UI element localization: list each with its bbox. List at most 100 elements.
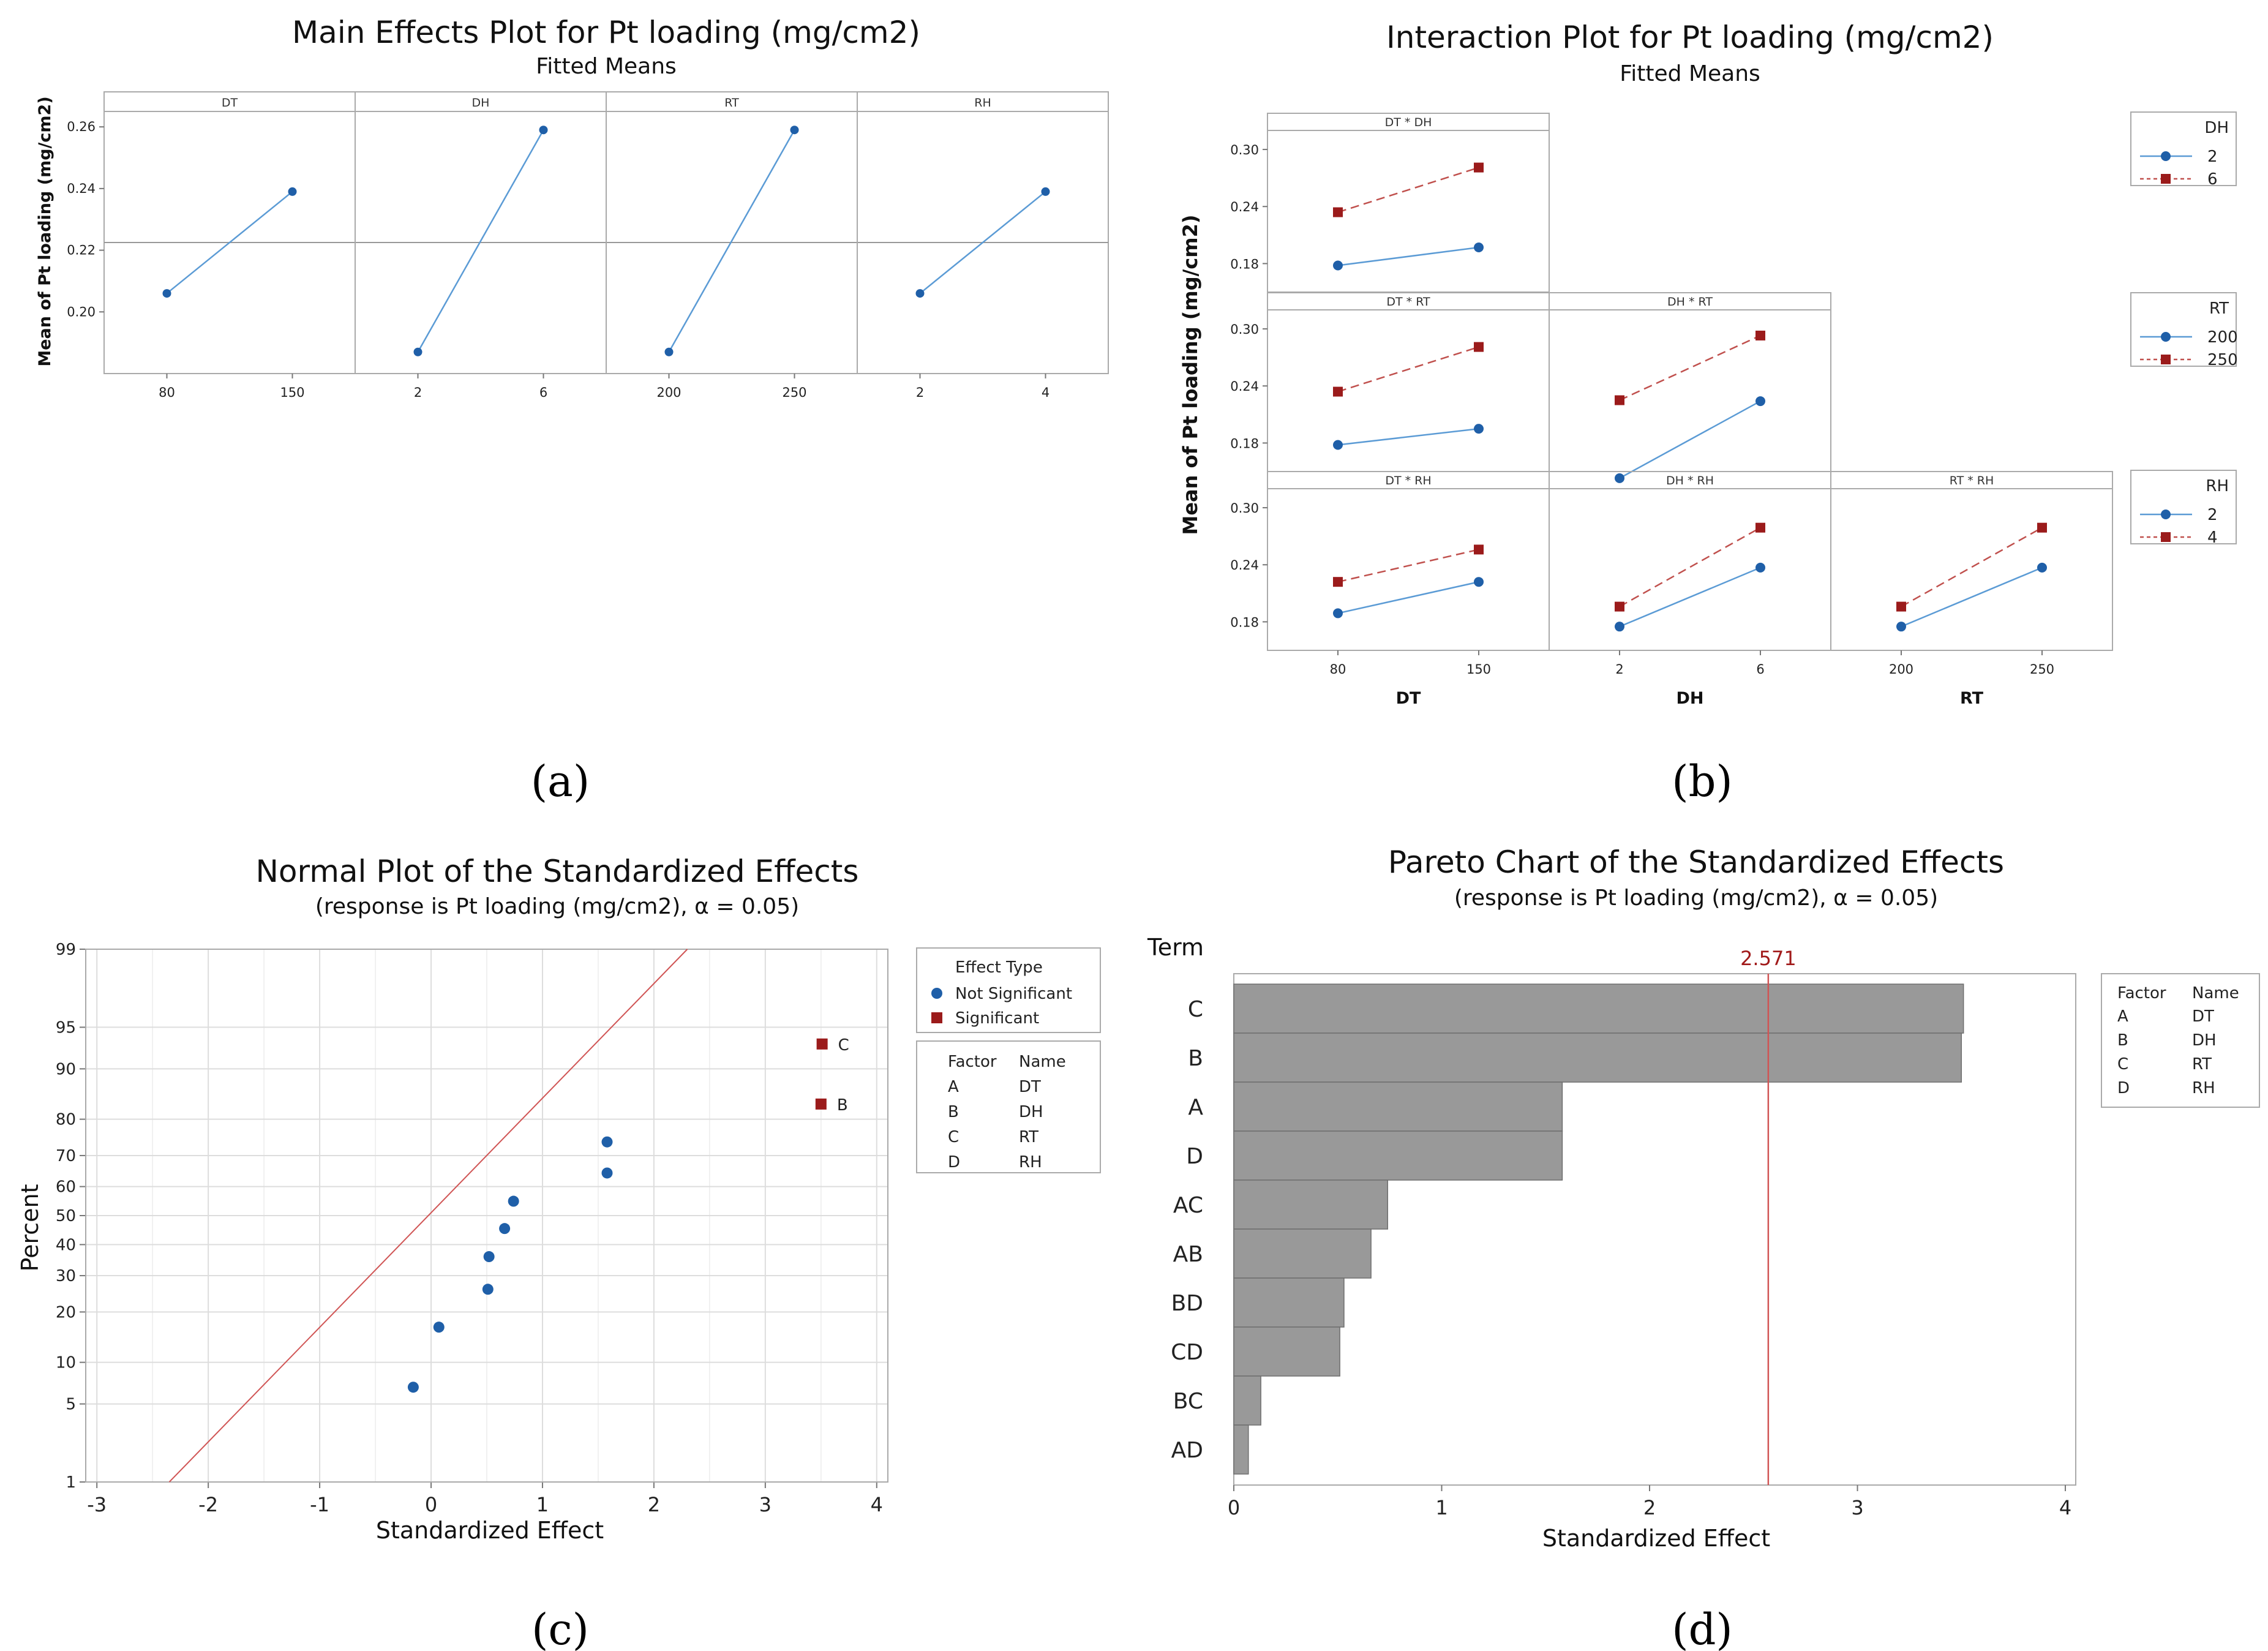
pareto-chart: Pareto Chart of the Standardized Effects… [1147, 844, 2260, 1552]
chart-b-legend-marker-low [2161, 332, 2171, 342]
normal-plot: Normal Plot of the Standardized Effects … [17, 854, 1101, 1544]
chart-b-subtitle: Fitted Means [1620, 61, 1760, 86]
chart-b-low-line [1619, 566, 1761, 628]
chart-b-legend-title: RH [2206, 477, 2229, 495]
chart-c-point-not-significant [601, 1136, 613, 1148]
chart-b-high-line [1619, 527, 1761, 607]
chart-d-term-label: AD [1171, 1438, 1203, 1463]
chart-d-ylabel: Term [1147, 934, 1204, 961]
chart-b-high-point [1755, 330, 1765, 340]
chart-b-low-point [1333, 608, 1343, 619]
chart-c-factor-table-cell: A [948, 1078, 959, 1096]
chart-d-factor-table-cell: DT [2192, 1007, 2214, 1026]
chart-c-title: Normal Plot of the Standardized Effects [256, 854, 859, 889]
chart-a-effect-line [417, 129, 544, 353]
chart-b-high-point [1615, 395, 1624, 405]
chart-c-point-not-significant [407, 1382, 419, 1393]
chart-c-point-not-significant [482, 1284, 494, 1295]
chart-b-legend-label-high: 6 [2207, 170, 2218, 189]
chart-d-term-label: D [1186, 1144, 1203, 1169]
chart-c-xtick-label: -2 [198, 1493, 218, 1516]
chart-b-panel-frame [1267, 292, 1550, 472]
chart-d-factor-table-cell: DH [2192, 1031, 2217, 1050]
chart-b-legend-marker-low [2161, 510, 2171, 519]
chart-a-point [539, 126, 548, 135]
chart-a-xtick-label: 150 [280, 385, 304, 400]
chart-c-ytick-label: 80 [56, 1111, 76, 1129]
chart-a-panel-label: RH [974, 96, 991, 110]
chart-b-panel-label: DT * RH [1385, 474, 1431, 487]
chart-d-subtitle: (response is Pt loading (mg/cm2), α = 0.… [1454, 886, 1938, 911]
chart-c-point-not-significant [601, 1167, 613, 1179]
chart-a-panel-label: DH [472, 96, 490, 110]
chart-b-low-line [1619, 400, 1761, 479]
chart-c-factor-table-cell: DT [1019, 1078, 1041, 1096]
chart-b-panel-frame [1830, 471, 2113, 651]
chart-b-high-line [1619, 334, 1761, 401]
chart-c-factor-table-header: Name [1019, 1053, 1066, 1071]
chart-d-factor-table-cell: RT [2192, 1055, 2212, 1074]
chart-a-panel-label: DT [222, 96, 238, 110]
chart-b-low-point [1896, 622, 1906, 632]
chart-c-point-label: B [837, 1096, 848, 1115]
chart-a-effect-line [166, 190, 293, 295]
chart-c-factor-table-cell: B [948, 1103, 959, 1121]
chart-b-high-point [1615, 601, 1624, 612]
chart-b-low-point [1474, 424, 1484, 434]
chart-b-low-point [1615, 622, 1624, 632]
chart-b-high-line [1337, 346, 1479, 393]
chart-b-low-line [1337, 246, 1479, 266]
chart-c-legend-label-significant: Significant [955, 1009, 1039, 1028]
chart-d-bar [1233, 983, 1964, 1034]
chart-b-ytick-label: 0.24 [1230, 558, 1259, 573]
chart-d-factor-table-cell: C [2117, 1055, 2128, 1074]
chart-b-ytick-label: 0.30 [1230, 143, 1259, 157]
chart-b-low-point [1474, 577, 1484, 587]
chart-b-xtick-label: 150 [1466, 662, 1491, 677]
chart-d-factor-table-cell: B [2117, 1031, 2128, 1050]
chart-d-factor-table-cell: A [2117, 1007, 2128, 1026]
chart-b-ytick-label: 0.30 [1230, 501, 1259, 516]
chart-a-panel-label: RT [724, 96, 739, 110]
chart-b-high-point [1474, 544, 1484, 555]
chart-c-xtick-label: -1 [310, 1493, 329, 1516]
chart-c-xtick-label: 0 [425, 1493, 437, 1516]
chart-b-high-point [1474, 342, 1484, 352]
chart-d-factor-table-header: Name [2192, 984, 2239, 1002]
chart-b-high-point [1896, 601, 1906, 612]
chart-c-ytick-label: 1 [66, 1473, 76, 1492]
chart-c-reference-line [168, 949, 688, 1483]
chart-b-panel-frame [1549, 471, 1831, 651]
chart-d-xtick-label: 4 [2059, 1496, 2071, 1519]
chart-c-ytick-label: 70 [56, 1147, 76, 1165]
chart-c-ytick-label: 99 [56, 941, 76, 959]
chart-c-ylabel: Percent [17, 1184, 43, 1272]
chart-d-factor-table-header: Factor [2117, 984, 2166, 1002]
chart-c-point-significant [816, 1038, 828, 1050]
chart-b-low-point [1333, 260, 1343, 271]
chart-b-ytick-label: 0.18 [1230, 615, 1259, 630]
chart-d-term-label: C [1188, 997, 1203, 1022]
chart-b-high-line [1901, 527, 2043, 607]
chart-b-legend-marker-high [2161, 355, 2171, 364]
chart-c-factor-table-cell: D [948, 1153, 960, 1171]
chart-d-term-label: AC [1173, 1193, 1203, 1218]
chart-d-bar [1233, 1375, 1261, 1426]
chart-b-high-point [1333, 207, 1343, 217]
chart-b-high-point [1333, 577, 1343, 587]
chart-c-frame [85, 949, 888, 1483]
chart-b-legend-title: RT [2209, 299, 2229, 318]
chart-b-low-line [1337, 581, 1479, 614]
chart-c-point-not-significant [499, 1223, 511, 1235]
main-effects-plot: Main Effects Plot for Pt loading (mg/cm2… [36, 15, 1109, 400]
chart-c-legend-title: Effect Type [955, 958, 1043, 977]
chart-a-point [413, 347, 422, 356]
chart-d-term-label: AB [1173, 1242, 1203, 1267]
chart-b-low-line [1901, 566, 2043, 628]
chart-b-xtick-label: 80 [1330, 662, 1346, 677]
chart-c-xtick-label: 4 [871, 1493, 883, 1516]
interaction-plot: Interaction Plot for Pt loading (mg/cm2)… [1179, 20, 2238, 708]
caption-d: (d) [1672, 1604, 1732, 1651]
chart-c-ytick-label: 95 [56, 1018, 76, 1037]
chart-b-ytick-label: 0.30 [1230, 322, 1259, 337]
